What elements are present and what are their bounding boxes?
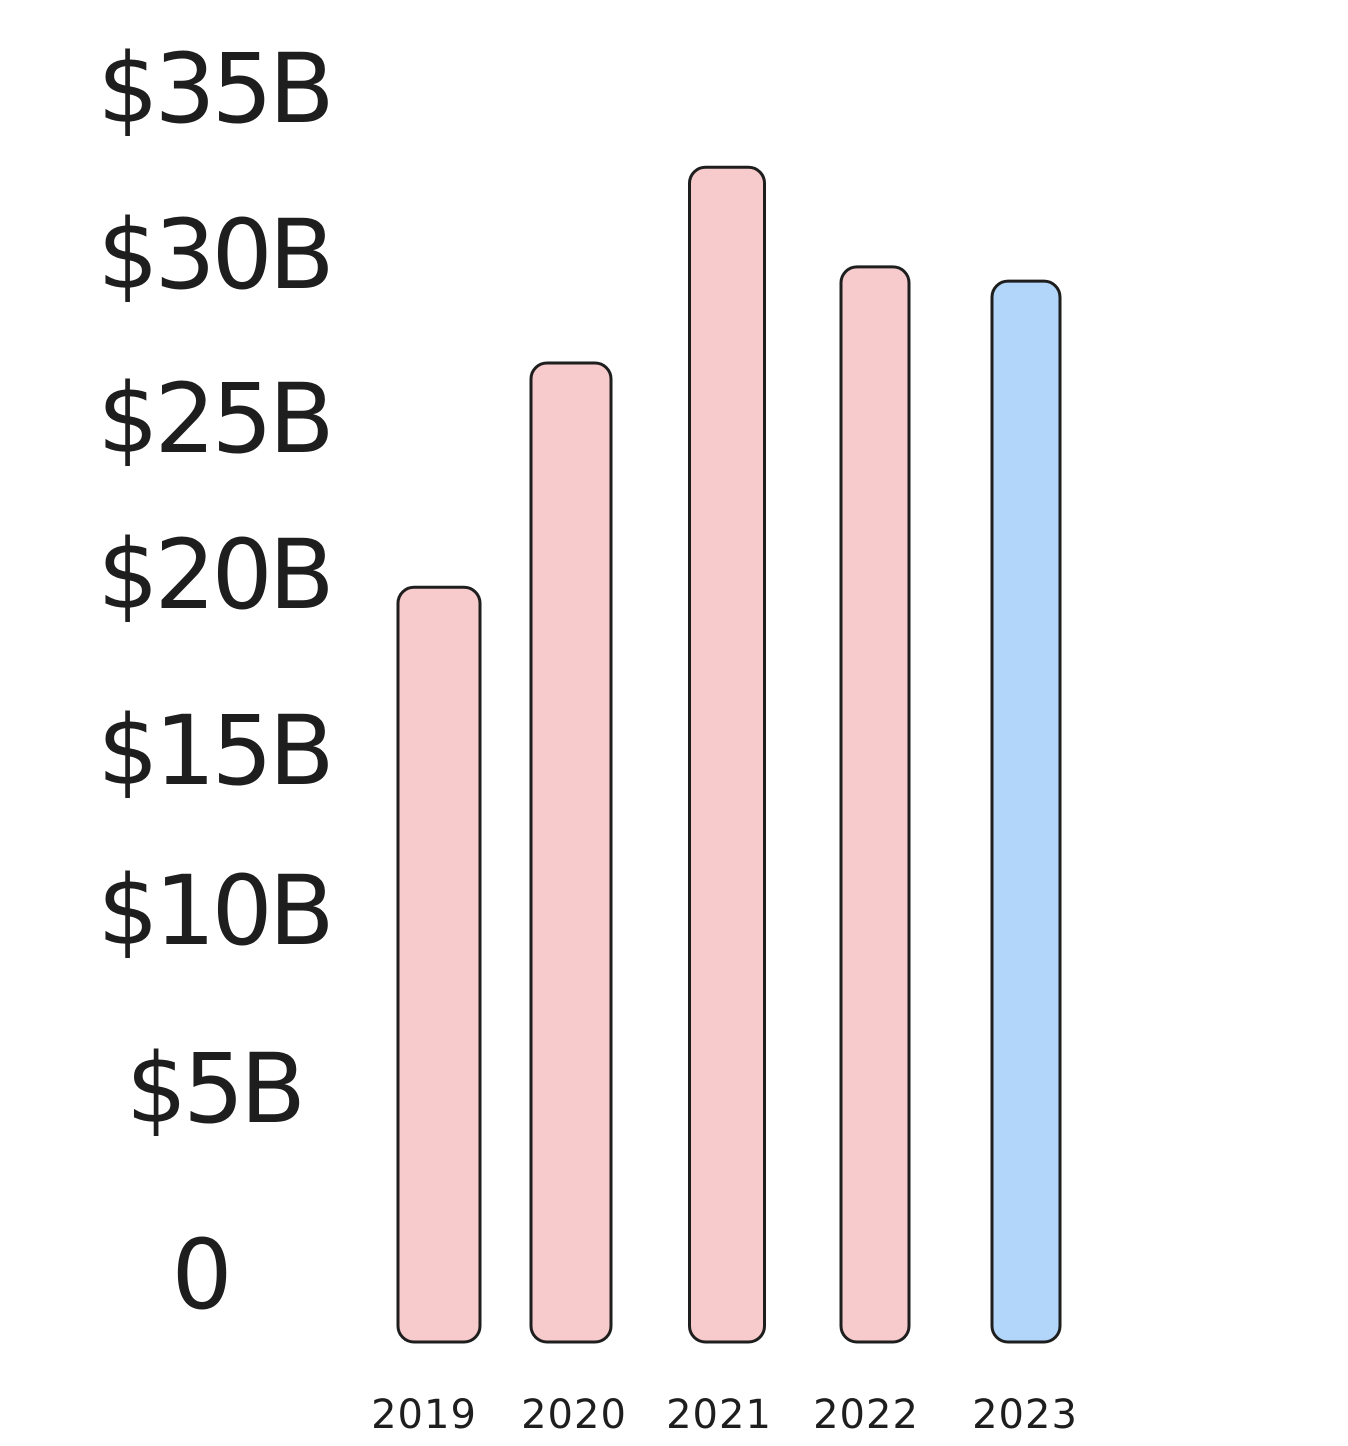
x-axis-labels: 2019 2020 2021 2022 2023 [371,1392,1078,1438]
bar-2020 [529,361,613,1344]
y-tick-label: $35B [97,33,330,145]
y-axis-labels: $35B $30B $25B $20B $15B $10B $5B 0 [97,33,334,1331]
bar-2019 [396,585,482,1344]
bar-2023 [990,279,1062,1344]
y-tick-label: $20B [97,519,330,631]
x-tick-label-2020: 2020 [521,1392,627,1438]
x-tick-label-2023: 2023 [972,1392,1078,1438]
bar-2022 [839,265,911,1344]
x-tick-label-2019: 2019 [371,1392,477,1438]
bars [396,165,1062,1344]
y-tick-label: $15B [97,695,330,807]
y-tick-label: $30B [97,199,330,311]
x-tick-label-2022: 2022 [813,1392,919,1438]
x-tick-label-2021: 2021 [666,1392,772,1438]
y-tick-label: $5B [126,1033,302,1145]
y-tick-label: $10B [97,855,330,967]
y-tick-label: $25B [97,363,330,475]
y-tick-label: 0 [171,1219,228,1331]
bar-2021 [688,165,766,1344]
